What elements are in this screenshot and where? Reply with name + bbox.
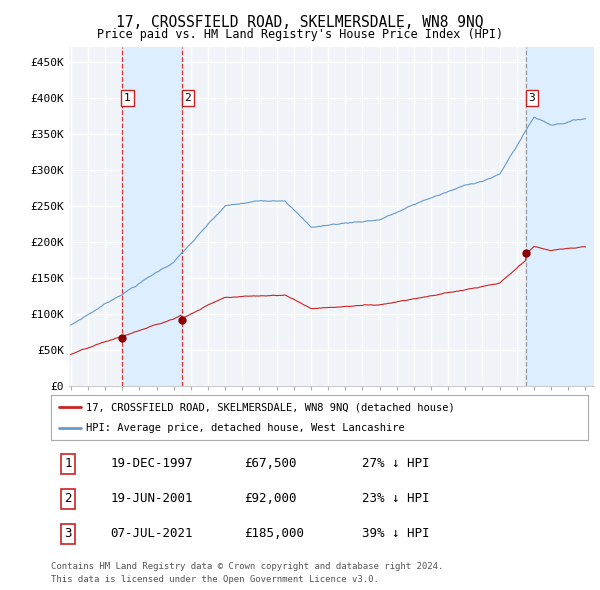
Text: £92,000: £92,000: [244, 492, 297, 505]
Text: 39% ↓ HPI: 39% ↓ HPI: [362, 527, 430, 540]
Text: 2: 2: [64, 492, 72, 505]
Text: 3: 3: [528, 93, 535, 103]
Text: This data is licensed under the Open Government Licence v3.0.: This data is licensed under the Open Gov…: [51, 575, 379, 584]
Text: £185,000: £185,000: [244, 527, 304, 540]
Bar: [526, 47, 600, 386]
Text: 1: 1: [124, 93, 131, 103]
Text: Price paid vs. HM Land Registry's House Price Index (HPI): Price paid vs. HM Land Registry's House …: [97, 28, 503, 41]
Text: £67,500: £67,500: [244, 457, 297, 470]
Text: 23% ↓ HPI: 23% ↓ HPI: [362, 492, 430, 505]
Bar: [121, 47, 182, 386]
Text: 07-JUL-2021: 07-JUL-2021: [110, 527, 193, 540]
Text: HPI: Average price, detached house, West Lancashire: HPI: Average price, detached house, West…: [86, 422, 404, 432]
Text: 17, CROSSFIELD ROAD, SKELMERSDALE, WN8 9NQ: 17, CROSSFIELD ROAD, SKELMERSDALE, WN8 9…: [116, 15, 484, 30]
Text: 3: 3: [64, 527, 72, 540]
Text: 19-JUN-2001: 19-JUN-2001: [110, 492, 193, 505]
Text: Contains HM Land Registry data © Crown copyright and database right 2024.: Contains HM Land Registry data © Crown c…: [51, 562, 443, 571]
Text: 27% ↓ HPI: 27% ↓ HPI: [362, 457, 430, 470]
Text: 1: 1: [64, 457, 72, 470]
Text: 19-DEC-1997: 19-DEC-1997: [110, 457, 193, 470]
Text: 17, CROSSFIELD ROAD, SKELMERSDALE, WN8 9NQ (detached house): 17, CROSSFIELD ROAD, SKELMERSDALE, WN8 9…: [86, 402, 455, 412]
Text: 2: 2: [184, 93, 191, 103]
